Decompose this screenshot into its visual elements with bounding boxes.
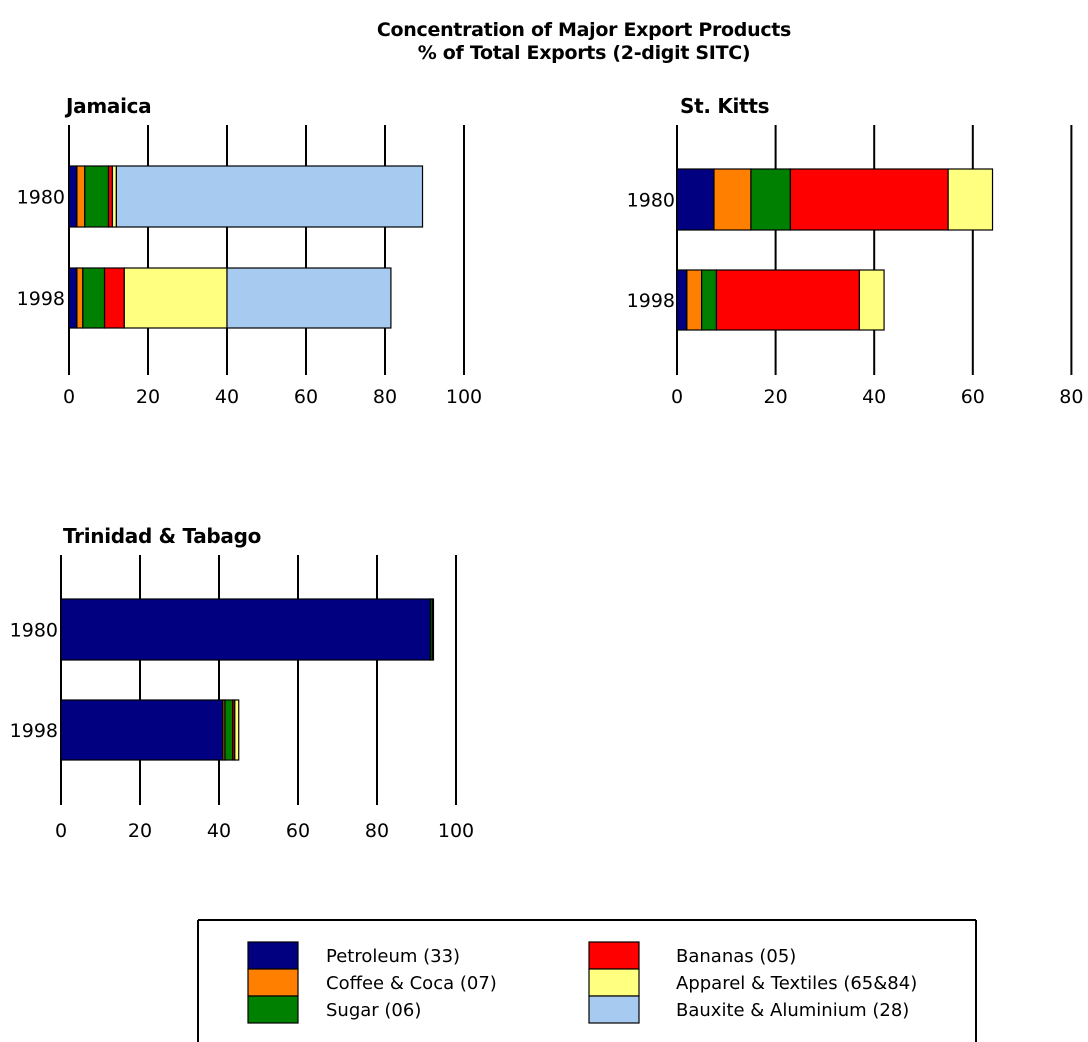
- st-kitts-category-label: 1998: [627, 290, 675, 312]
- jamaica-bar-1980-bauxite-aluminium-28: [115, 165, 424, 228]
- st-kitts-bar-1980-bananas-05: [789, 168, 949, 231]
- jamaica-category-label: 1998: [17, 288, 65, 310]
- jamaica-x-tick-label: 20: [136, 386, 160, 408]
- panel-trinidad-tabago: Trinidad & Tabago 0 20 40 60 80 100 1980 1998: [10, 524, 474, 842]
- legend-label-sugar-06: Sugar (06): [326, 1000, 421, 1021]
- legend-label-bauxite-aluminium-28: Bauxite & Aluminium (28): [676, 1000, 909, 1021]
- st-kitts-x-tick-label: 0: [671, 386, 683, 408]
- jamaica-x-tick-label: 40: [215, 386, 239, 408]
- trinidad-tabago-bar-1998-sugar-06: [224, 699, 234, 761]
- st-kitts-bar-1998-apparel-textiles-65-84: [858, 269, 885, 331]
- jamaica-bar-1998-sugar-06: [82, 267, 106, 329]
- jamaica-bar-1980-sugar-06: [84, 165, 110, 228]
- legend-swatch-bauxite-aluminium-28: [588, 995, 640, 1024]
- jamaica-bar-1998-petroleum-33: [68, 267, 78, 329]
- st-kitts-x-tick-label: 40: [862, 386, 886, 408]
- jamaica-bar-1998-apparel-textiles-65-84: [123, 267, 228, 329]
- jamaica-title: Jamaica: [64, 94, 151, 118]
- jamaica-x-tick-label: 60: [294, 386, 318, 408]
- jamaica-x-tick-label: 100: [446, 386, 482, 408]
- st-kitts-x-tick-label: 60: [961, 386, 985, 408]
- trinidad-tabago-x-tick-label: 0: [55, 820, 67, 842]
- st-kitts-bar-1980-petroleum-33: [676, 168, 715, 231]
- chart-title-line1: Concentration of Major Export Products: [377, 19, 791, 41]
- st-kitts-bar-1998-bananas-05: [715, 269, 861, 331]
- legend-swatch-coffee-coca-07: [247, 968, 299, 997]
- legend-label-bananas-05: Bananas (05): [676, 946, 796, 967]
- st-kitts-bar-1980-apparel-textiles-65-84: [947, 168, 994, 231]
- st-kitts-bar-1980-sugar-06: [750, 168, 791, 231]
- jamaica-bar-1980-coffee-coca-07: [76, 165, 86, 228]
- chart-title-line2: % of Total Exports (2-digit SITC): [418, 42, 751, 64]
- jamaica-bar-1998-coffee-coca-07: [76, 267, 84, 329]
- trinidad-tabago-x-tick-label: 80: [365, 820, 389, 842]
- legend-swatch-apparel-textiles-65-84: [588, 968, 640, 997]
- legend-label-coffee-coca-07: Coffee & Coca (07): [326, 973, 497, 994]
- st-kitts-category-label: 1980: [627, 190, 675, 212]
- trinidad-tabago-category-label: 1998: [10, 720, 58, 742]
- jamaica-bar-1980-petroleum-33: [68, 165, 78, 228]
- trinidad-tabago-x-tick-label: 60: [286, 820, 310, 842]
- jamaica-x-tick-label: 80: [373, 386, 397, 408]
- trinidad-tabago-bar-1980-apparel-textiles-65-84: [431, 598, 435, 661]
- jamaica-bar-1998-bananas-05: [103, 267, 125, 329]
- trinidad-tabago-bar-1998-petroleum-33: [60, 699, 224, 761]
- trinidad-tabago-x-tick-label: 100: [438, 820, 474, 842]
- jamaica-x-tick-label: 0: [63, 386, 75, 408]
- panel-st-kitts: St. Kitts 0 20 40 60 80 1980 1998: [627, 94, 1084, 408]
- trinidad-tabago-x-tick-label: 40: [207, 820, 231, 842]
- trinidad-tabago-x-tick-label: 20: [128, 820, 152, 842]
- legend-label-apparel-textiles-65-84: Apparel & Textiles (65&84): [676, 973, 917, 994]
- st-kitts-bar-1980-coffee-coca-07: [713, 168, 752, 231]
- panel-jamaica: Jamaica 0 20 40 60 80 100 1980 1998: [17, 94, 482, 408]
- trinidad-tabago-bar-1998-apparel-textiles-65-84: [234, 699, 240, 761]
- legend-swatch-sugar-06: [247, 995, 299, 1024]
- legend: Petroleum (33) Coffee & Coca (07) Sugar (0…: [197, 919, 977, 1042]
- st-kitts-x-tick-label: 20: [764, 386, 788, 408]
- jamaica-bar-1998-bauxite-aluminium-28: [226, 267, 392, 329]
- trinidad-tabago-title: Trinidad & Tabago: [63, 524, 261, 548]
- st-kitts-bar-1998-coffee-coca-07: [686, 269, 703, 331]
- jamaica-category-label: 1980: [17, 187, 65, 209]
- st-kitts-x-tick-label: 80: [1059, 386, 1083, 408]
- trinidad-tabago-bar-1980-petroleum-33: [60, 598, 431, 661]
- trinidad-tabago-category-label: 1980: [10, 620, 58, 642]
- st-kitts-bar-1998-petroleum-33: [676, 269, 688, 331]
- legend-label-petroleum-33: Petroleum (33): [326, 946, 460, 967]
- legend-swatch-bananas-05: [588, 941, 640, 970]
- legend-swatch-petroleum-33: [247, 941, 299, 970]
- st-kitts-bar-1998-sugar-06: [701, 269, 718, 331]
- st-kitts-title: St. Kitts: [680, 94, 769, 118]
